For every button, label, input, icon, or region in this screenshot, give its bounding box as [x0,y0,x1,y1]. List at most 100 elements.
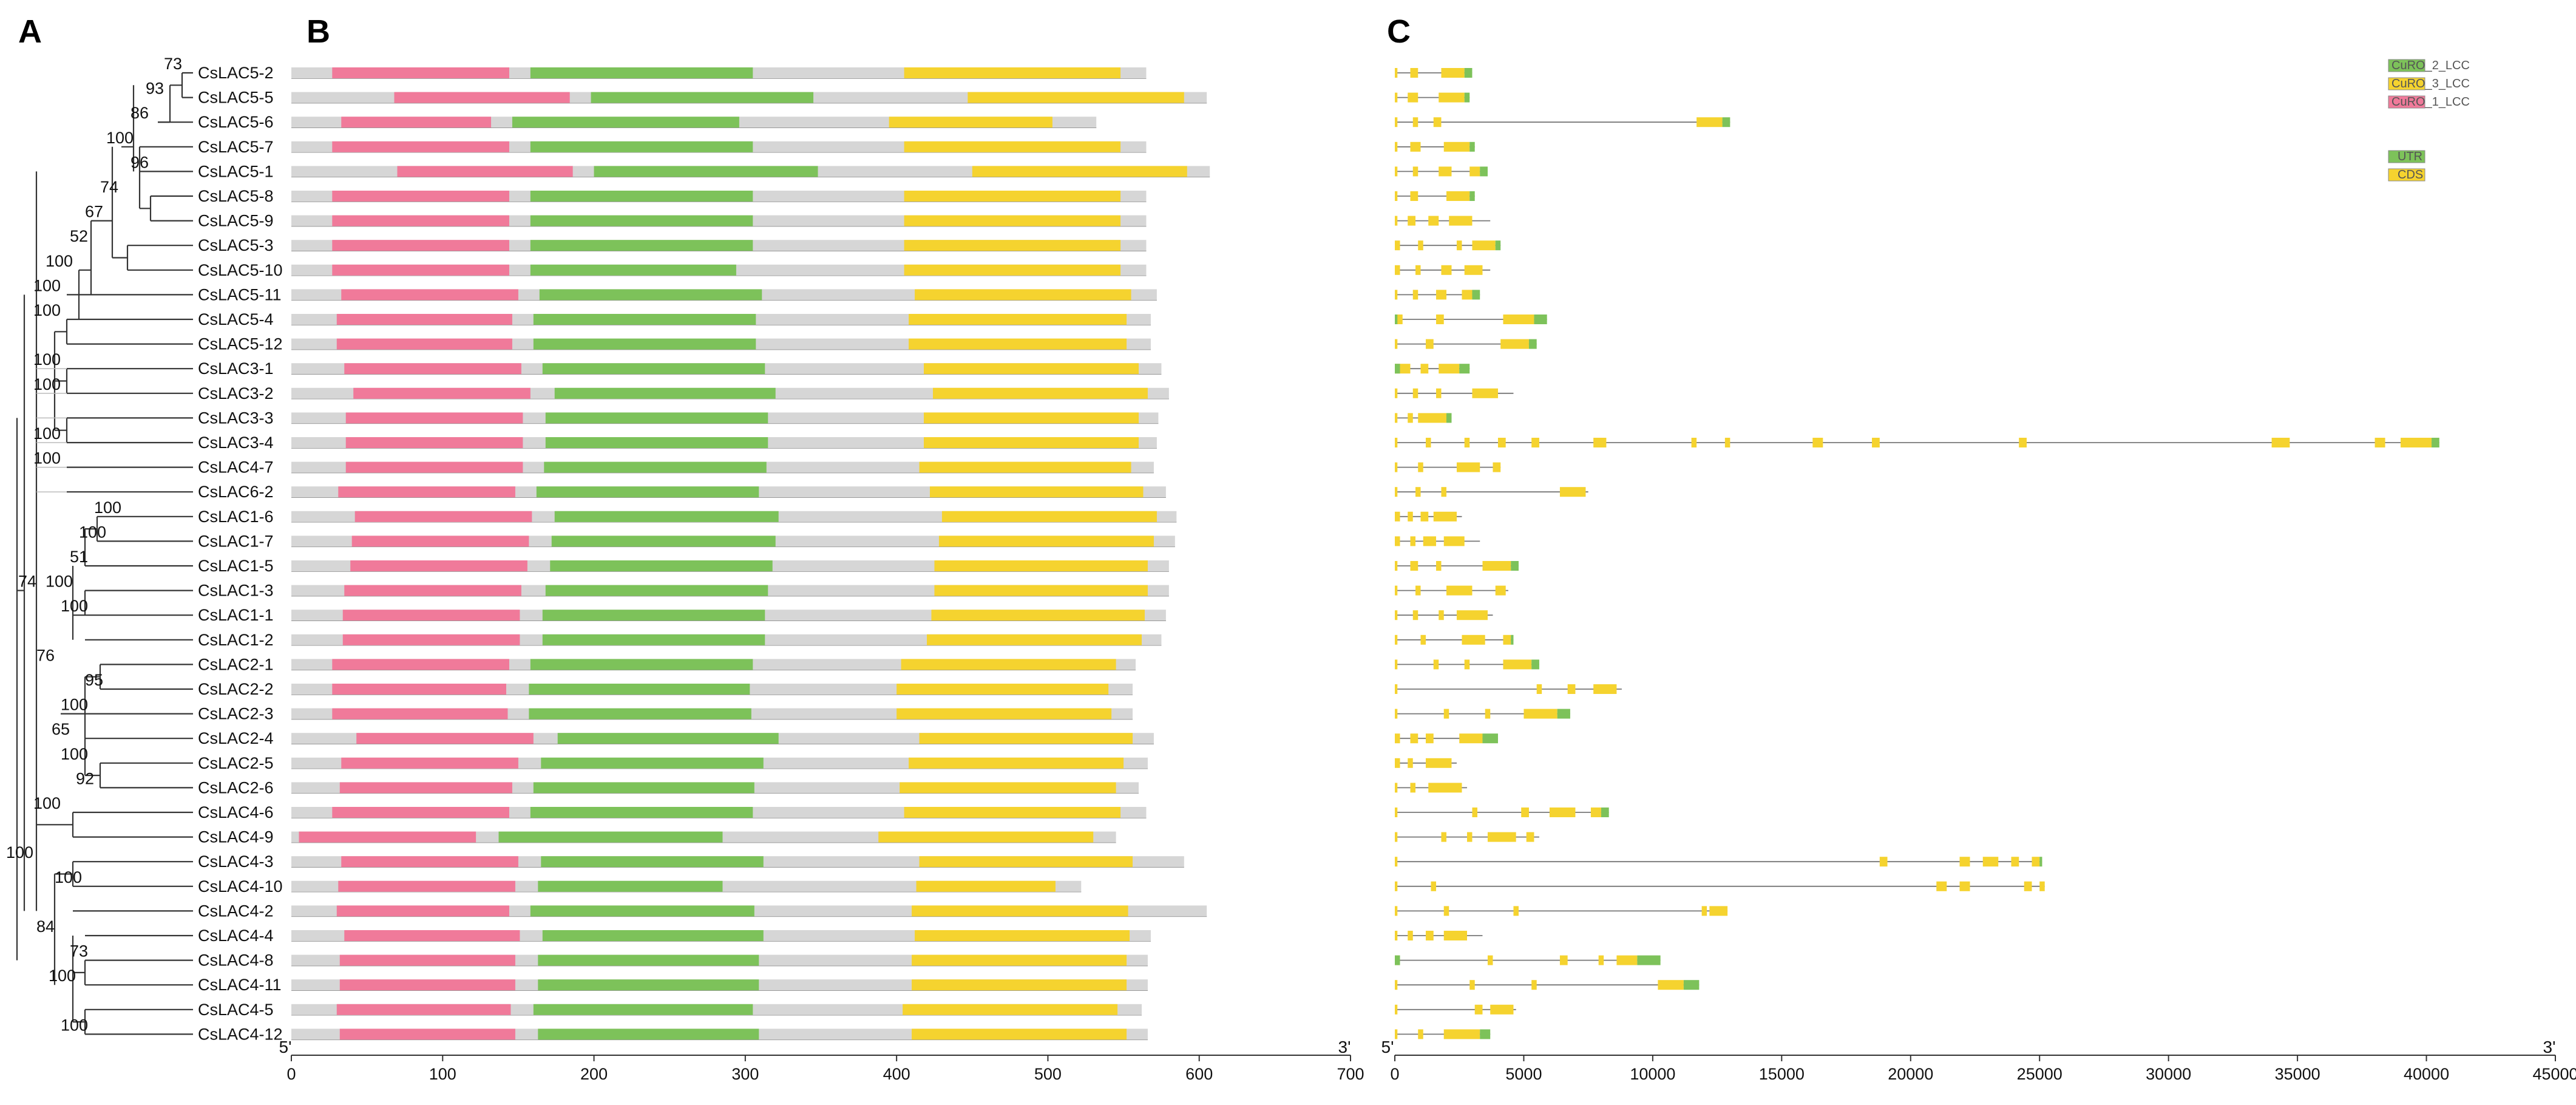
domain-curo-3-lcc [927,634,1142,645]
domain-curo-2-lcc [544,461,767,473]
cds-exon [1408,511,1413,522]
domain-curo-2-lcc [538,979,759,991]
protein-cslac4-10 [291,880,1082,892]
cds-exon [1559,487,1586,497]
cds-exon [2019,438,2027,447]
cds-exon [1395,290,1398,300]
gene-label-cslac5-12: CsLAC5-12 [198,335,283,353]
protein-cslac2-5 [291,757,1148,769]
protein-cslac5-8 [291,191,1147,202]
protein-cslac1-1 [291,610,1166,621]
utr-region [1495,240,1501,251]
cds-exon [1701,906,1707,916]
cds-exon [1513,906,1519,916]
gene-structure-cslac1-5 [1395,561,1519,571]
domain-curo-3-lcc [904,264,1121,276]
cds-exon [1395,92,1398,103]
tick-label: 500 [1034,1065,1062,1083]
gene-structure-cslac2-1 [1395,659,1539,670]
utr-region [1459,364,1470,374]
domain-curo-2-lcc [498,831,723,843]
domain-curo-3-lcc [938,536,1154,547]
five-prime-label: 5' [1381,1038,1394,1056]
protein-cslac6-2 [291,486,1166,498]
gene-structure-cslac3-1 [1395,364,1470,374]
cds-exon [1395,117,1398,127]
bootstrap-label: 74 [100,178,118,196]
protein-cslac4-3 [291,856,1184,868]
legend-swatch [2388,168,2425,182]
gene-label-cslac4-3: CsLAC4-3 [198,852,274,871]
cds-exon [1593,438,1607,447]
cds-exon [1724,438,1730,447]
domain-curo-2-lcc [533,338,756,350]
gene-structure-cslac4-12 [1395,1029,1491,1039]
gene-structure-cslac5-7 [1395,141,1475,152]
bootstrap-label: 52 [70,227,88,245]
cds-exon [1443,1029,1480,1039]
domain-curo-2-lcc [551,536,776,547]
utr-region [1395,314,1398,324]
domain-curo-1-lcc [341,856,518,868]
tick-label: 400 [883,1065,910,1083]
cds-exon [1709,906,1728,916]
bootstrap-label: 100 [55,868,82,886]
cds-exon [1423,536,1436,546]
domain-curo-1-lcc [336,338,512,350]
gene-label-cslac5-1: CsLAC5-1 [198,162,274,180]
bootstrap-label: 73 [164,55,182,73]
domain-curo-2-lcc [542,634,765,645]
utr-region [1637,955,1661,965]
domain-curo-1-lcc [339,954,515,966]
cds-exon [1464,265,1483,275]
gene-structure-cslac4-7 [1395,462,1501,472]
gene-label-cslac1-5: CsLAC1-5 [198,557,274,575]
domain-curo-3-lcc [889,117,1052,128]
cds-exon [2039,881,2045,891]
cds-exon [1408,92,1418,103]
cds-exon [1428,783,1462,793]
phylogenetic-tree: 7393861009674675210010010010010010010074… [6,55,283,1043]
cds-exon [1415,487,1421,497]
domain-x-axis: 0 100 200 300 400 500 600 700 5' 3' [279,1038,1364,1083]
cds-exon [1418,462,1423,472]
gene-structure-cslac4-11 [1395,980,1700,990]
cds-exon [1410,561,1418,571]
domain-curo-2-lcc [554,387,776,399]
cds-exon [1412,166,1418,177]
utr-region [2432,438,2439,447]
cds-exon [1415,265,1421,275]
domain-curo-2-lcc [530,215,753,226]
gene-structure-cslac5-3 [1395,240,1501,251]
cds-exon [1420,511,1429,522]
domain-curo-1-lcc [345,412,523,424]
structure-x-axis: 0 5000 10000 15000 20000 25000 30000 35000 40000… [1381,1038,2576,1083]
cds-exon [1395,388,1398,398]
gene-structure-cslac4-9 [1395,832,1539,842]
domain-curo-2-lcc [529,708,751,719]
utr-region [1601,807,1609,817]
cds-exon [1395,783,1398,793]
gene-structure-cslac5-6 [1395,117,1730,127]
domain-curo-1-lcc [394,92,570,103]
gene-structure-cslac4-6 [1395,807,1609,817]
cds-exon [1418,240,1423,251]
gene-structure-cslac3-4 [1395,438,2439,447]
cds-exon [1410,191,1418,201]
domain-curo-2-lcc [594,166,818,177]
panel-label-c: C [1387,13,1411,50]
gene-structure-cslac2-2 [1395,684,1622,694]
protein-cslac1-3 [291,585,1169,597]
cds-exon [1439,92,1465,103]
domain-curo-1-lcc [351,536,529,547]
domain-curo-1-lcc [338,486,515,498]
domain-curo-1-lcc [341,757,518,769]
gene-label-cslac3-2: CsLAC3-2 [198,384,274,403]
cds-exon [1526,832,1534,842]
protein-cslac5-11 [291,289,1157,301]
gene-label-cslac5-6: CsLAC5-6 [198,113,274,131]
bootstrap-label: 65 [52,720,70,738]
domain-curo-2-lcc [536,486,759,498]
domain-curo-3-lcc [904,807,1121,818]
cds-exon [1469,980,1475,990]
